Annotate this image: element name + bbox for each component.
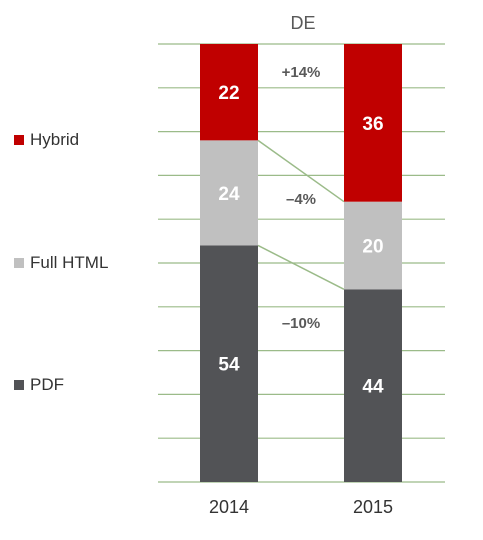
chart-title: DE	[290, 13, 315, 33]
x-tick-label: 2015	[353, 497, 393, 517]
data-labels: 54 24 22 44 20 36	[218, 83, 384, 397]
legend-swatch	[14, 258, 24, 268]
x-tick-labels: 2014 2015	[209, 497, 393, 517]
data-label: 54	[218, 355, 240, 376]
bar-hybrid-2014	[200, 44, 258, 141]
legend-swatch	[14, 135, 24, 145]
legend-item-hybrid: Hybrid	[14, 130, 79, 150]
legend-label: Hybrid	[30, 130, 80, 149]
change-label-pdf: –10%	[282, 315, 320, 332]
bar-pdf-2015	[344, 289, 402, 482]
bars	[200, 44, 402, 482]
data-label: 24	[218, 184, 240, 205]
connector-line	[257, 139, 345, 203]
connector-lines	[257, 139, 345, 290]
change-labels: –10% –4% +14%	[282, 64, 321, 332]
data-label: 22	[218, 83, 239, 104]
data-label: 44	[362, 377, 384, 398]
change-label-hybrid: +14%	[282, 64, 321, 81]
change-label-full-html: –4%	[286, 191, 316, 208]
bar-pdf-2014	[200, 245, 258, 482]
x-tick-label: 2014	[209, 497, 249, 517]
data-label: 36	[362, 114, 383, 135]
bar-full-html-2015	[344, 201, 402, 290]
data-label: 20	[362, 236, 383, 257]
legend-label: Full HTML	[30, 253, 109, 272]
legend-swatch	[14, 380, 24, 390]
bar-full-html-2014	[200, 140, 258, 246]
connector-line	[257, 244, 345, 290]
legend-item-full-html: Full HTML	[14, 253, 108, 273]
legend-label: PDF	[30, 375, 64, 394]
legend-item-pdf: PDF	[14, 375, 64, 395]
bar-hybrid-2015	[344, 44, 402, 202]
